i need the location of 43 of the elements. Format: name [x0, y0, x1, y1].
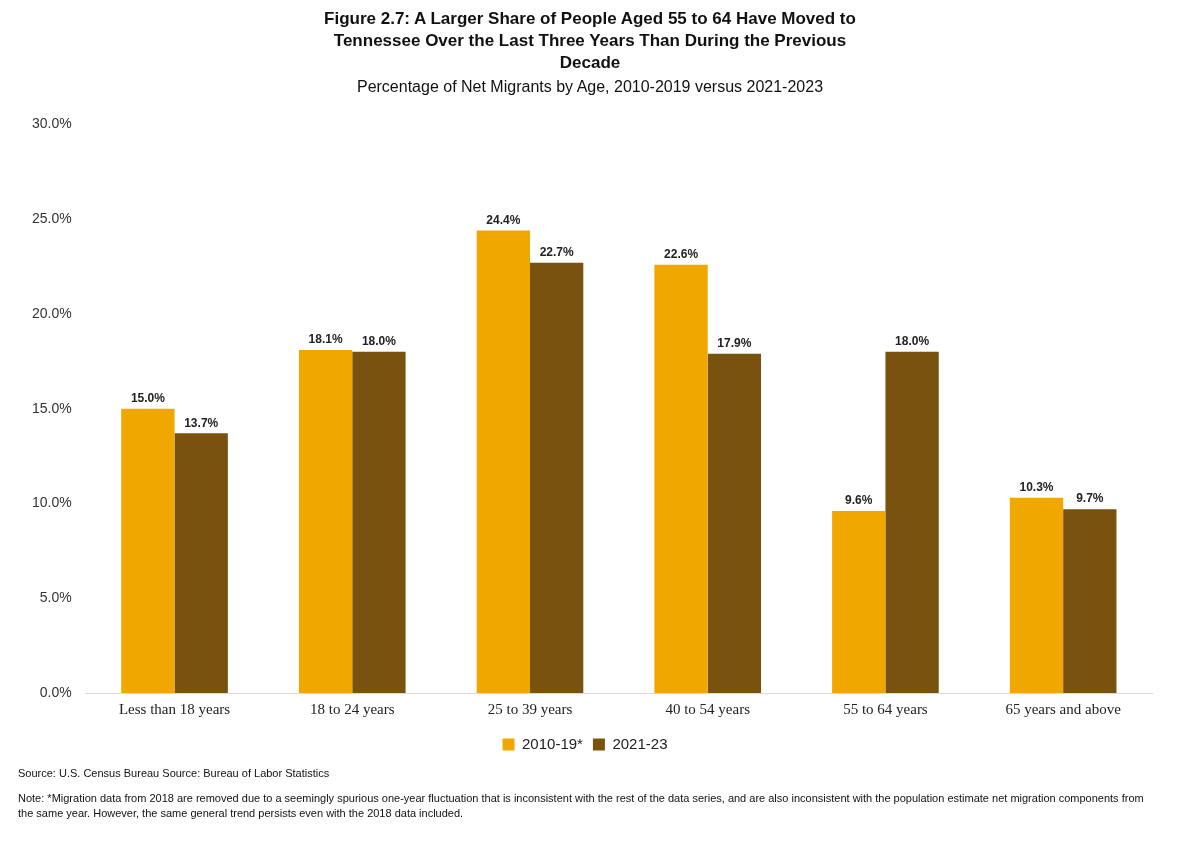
- bar: [529, 262, 584, 693]
- x-tick-label: 18 to 24 years: [309, 700, 395, 717]
- x-tick-label: Less than 18 years: [118, 700, 231, 717]
- source-note: Source: U.S. Census Bureau Source: Bureau of Labor Statistics: [18, 766, 331, 781]
- x-tick-label: 65 years and above: [1005, 700, 1122, 717]
- data-label: 17.9%: [717, 336, 752, 351]
- data-label: 9.6%: [845, 493, 873, 508]
- data-label: 22.6%: [664, 246, 699, 261]
- bar: [707, 353, 762, 693]
- y-tick-label: 0.0%: [39, 683, 72, 700]
- data-label: 18.0%: [895, 334, 930, 349]
- text: Note: *Migration data from 2018 are removed due to a seemingly spurious one-year fluctuation that is inconsistent with the rest of the data series, and are also inconsistent with the population estimate net migration components from the same year. However, the same general trend persists even with the 2018 data included.: [18, 791, 1145, 821]
- y-tick-label: 25.0%: [31, 210, 72, 227]
- bar: [1009, 497, 1064, 693]
- bar: [352, 351, 406, 693]
- bar: [121, 408, 175, 693]
- bar: [298, 349, 353, 693]
- data-label: 9.7%: [1076, 491, 1104, 506]
- y-tick-label: 30.0%: [31, 115, 72, 132]
- chart-title: Figure 2.7: A Larger Share of People Aged 55 to 64 Have Moved to Tennessee Over the Last Three Years Than During the Previous Decade: [323, 8, 857, 74]
- y-tick-label: 15.0%: [31, 399, 72, 416]
- data-label: 22.7%: [539, 245, 574, 260]
- data-label: 15.0%: [130, 391, 166, 406]
- bar: [654, 264, 708, 693]
- x-tick-label: 40 to 54 years: [665, 700, 751, 717]
- chart-subtitle: Percentage of Net Migrants by Age, 2010-2019 versus 2021-2023: [355, 78, 825, 96]
- y-tick-label: 20.0%: [31, 304, 72, 321]
- x-tick-label: 25 to 39 years: [487, 700, 573, 717]
- y-tick-label: 5.0%: [39, 589, 72, 606]
- data-label: 24.4%: [486, 212, 521, 227]
- data-label: 18.1%: [308, 332, 343, 347]
- y-tick-label: 10.0%: [31, 494, 72, 511]
- bar: [885, 351, 939, 693]
- x-tick-label: 55 to 64 years: [843, 700, 928, 717]
- data-label: 10.3%: [1019, 480, 1054, 495]
- legend-label: 2021-23: [612, 734, 668, 752]
- bar: [1063, 509, 1117, 693]
- legend-label: 2010-19*: [522, 734, 584, 752]
- data-label: 18.0%: [361, 334, 397, 349]
- bar: [476, 230, 530, 693]
- bar: [832, 511, 886, 693]
- bar: [174, 433, 228, 693]
- data-label: 13.7%: [184, 415, 219, 430]
